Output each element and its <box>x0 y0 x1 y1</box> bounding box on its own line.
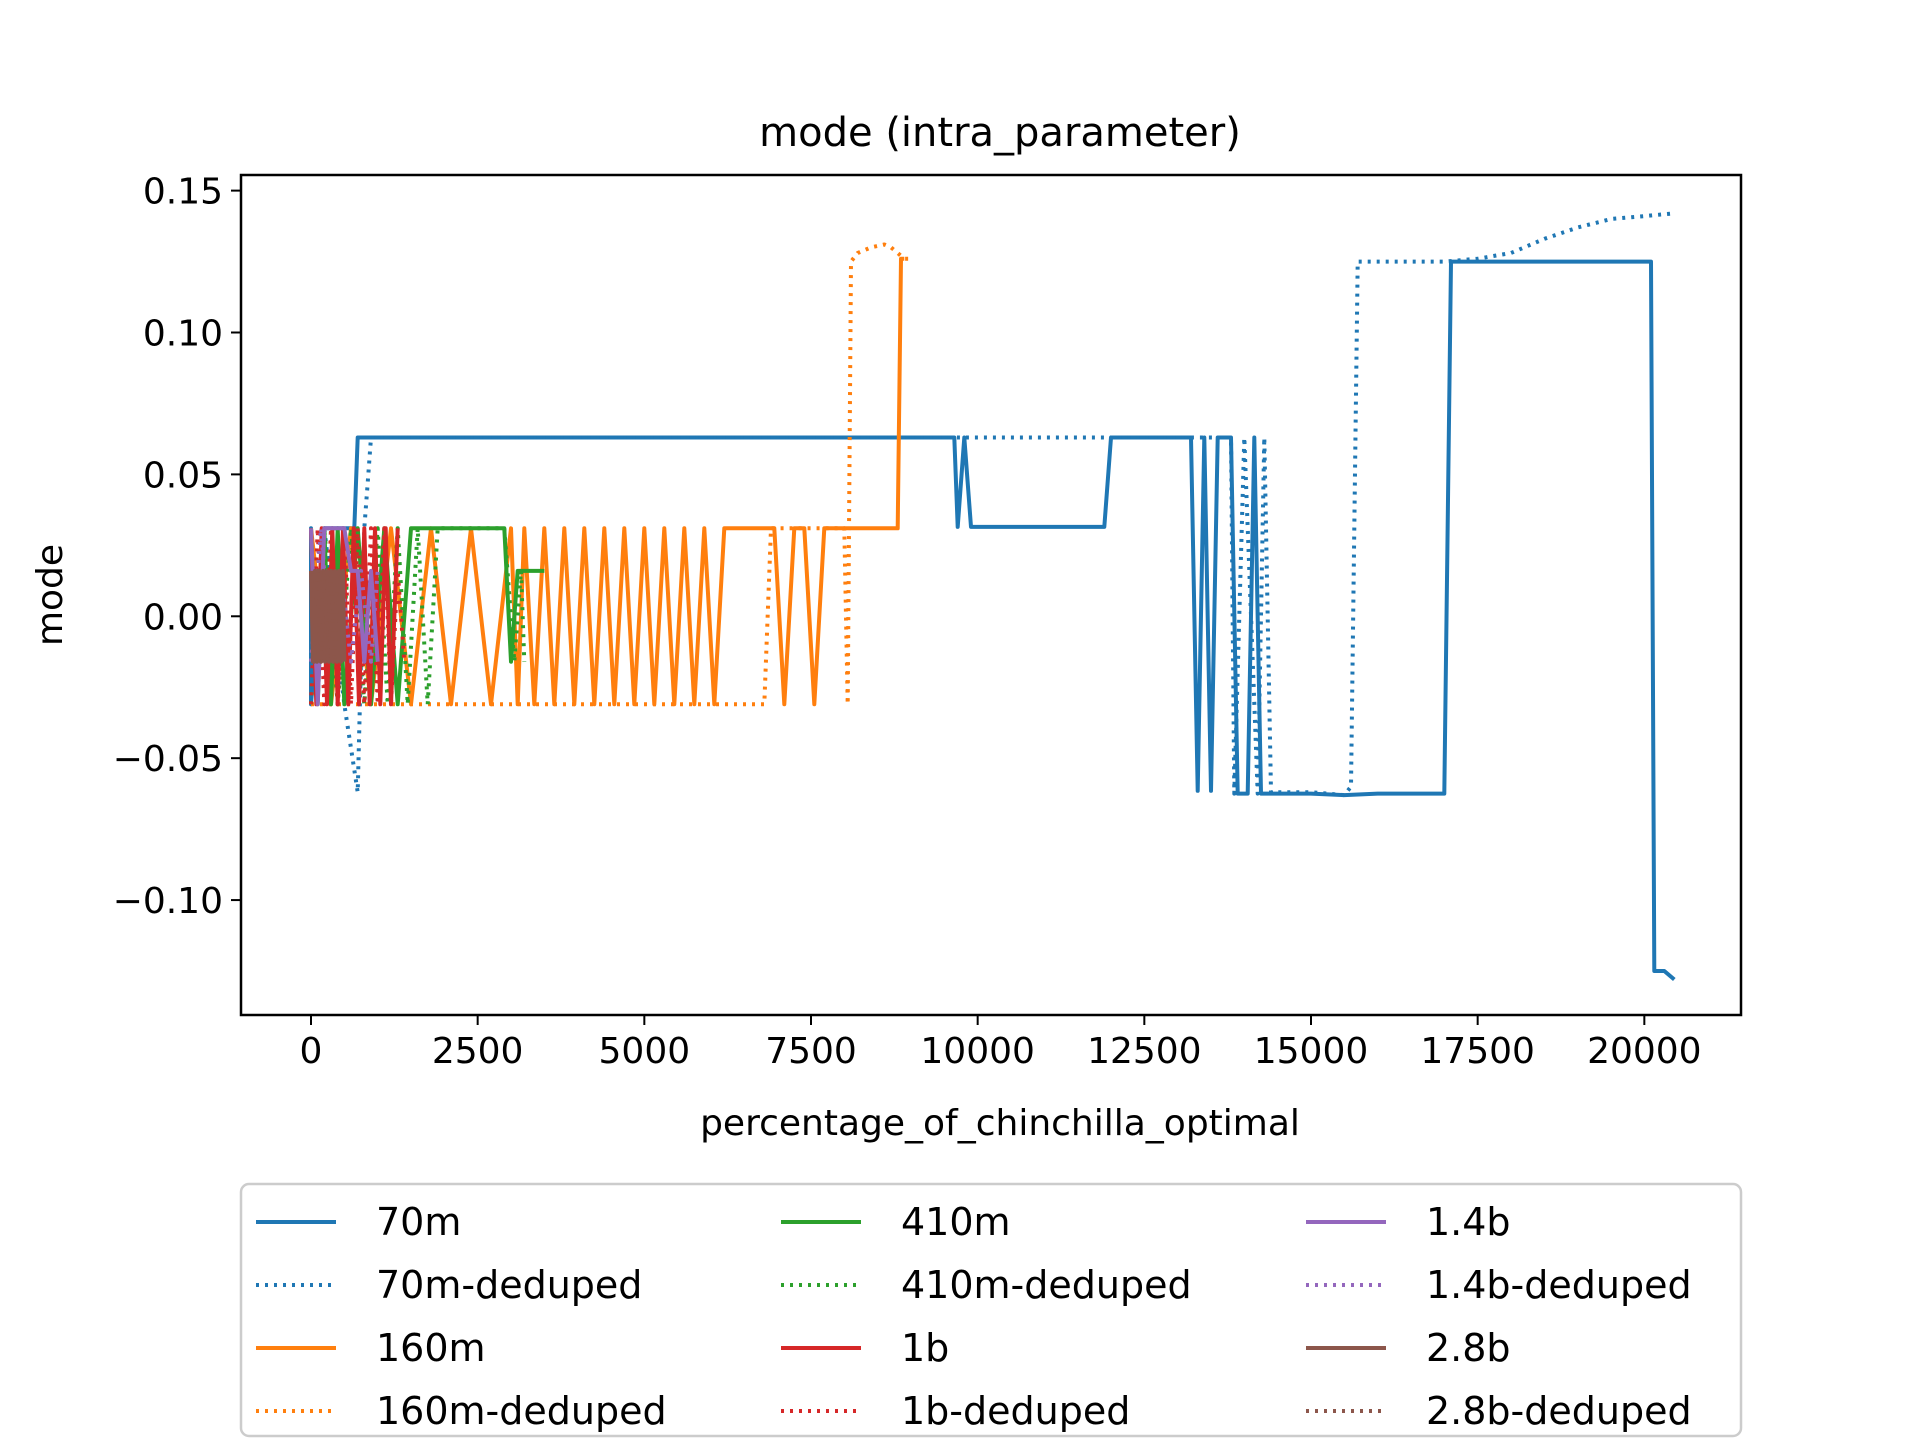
legend-label: 70m <box>376 1200 461 1244</box>
legend-item-1_4b: 1.4b <box>1306 1200 1511 1244</box>
x-tick-label: 12500 <box>1087 1031 1202 1072</box>
x-tick-label: 20000 <box>1587 1031 1702 1072</box>
series-line-70m-deduped <box>309 211 1675 798</box>
legend-label: 1b-deduped <box>901 1389 1130 1433</box>
legend-label: 70m-deduped <box>376 1263 642 1307</box>
legend-label: 410m <box>901 1200 1011 1244</box>
x-tick-label: 17500 <box>1420 1031 1535 1072</box>
series-layer <box>309 211 1676 982</box>
legend-label: 1.4b-deduped <box>1426 1263 1692 1307</box>
legend: 70m 70m-deduped 160m 160m-deduped 410m 410m-d… <box>239 1182 1743 1438</box>
legend-label: 1.4b <box>1426 1200 1511 1244</box>
x-axis: 0 2500 5000 7500 10000 12500 15000 17500 20000 <box>300 1015 1702 1072</box>
y-axis-label: mode <box>30 544 71 646</box>
y-axis: 0.15 0.10 0.05 0.00 −0.05 −0.10 <box>113 172 241 922</box>
series-line-160m-deduped <box>311 242 911 707</box>
y-tick-label: 0.15 <box>143 172 223 213</box>
chart-title: mode (intra_parameter) <box>759 110 1241 156</box>
plot-frame <box>239 173 1743 1017</box>
legend-item-2_8b: 2.8b <box>1306 1326 1511 1370</box>
x-axis-label: percentage_of_chinchilla_optimal <box>700 1103 1300 1144</box>
legend-label: 160m-deduped <box>376 1389 667 1433</box>
legend-item-70m: 70m <box>256 1200 461 1244</box>
legend-item-160m: 160m <box>256 1326 486 1370</box>
legend-item-2_8b-deduped: 2.8b-deduped <box>1306 1389 1692 1433</box>
legend-label: 1b <box>901 1326 949 1370</box>
legend-frame <box>239 1182 1743 1438</box>
legend-item-1_4b-deduped: 1.4b-deduped <box>1306 1263 1692 1307</box>
legend-item-410m-deduped: 410m-deduped <box>781 1263 1192 1307</box>
legend-item-410m: 410m <box>781 1200 1011 1244</box>
legend-item-1b: 1b <box>781 1326 949 1370</box>
x-tick-label: 15000 <box>1254 1031 1369 1072</box>
x-tick-label: 5000 <box>599 1031 691 1072</box>
x-tick-label: 2500 <box>432 1031 524 1072</box>
y-tick-label: 0.00 <box>143 597 223 638</box>
legend-item-70m-deduped: 70m-deduped <box>256 1263 642 1307</box>
y-tick-label: −0.10 <box>113 881 223 922</box>
legend-item-160m-deduped: 160m-deduped <box>256 1389 667 1433</box>
legend-label: 2.8b <box>1426 1326 1511 1370</box>
series-line-2_8b-deduped <box>309 568 340 664</box>
legend-item-1b-deduped: 1b-deduped <box>781 1389 1130 1433</box>
series-line-70m <box>309 259 1676 982</box>
legend-label: 410m-deduped <box>901 1263 1192 1307</box>
x-tick-label: 0 <box>300 1031 323 1072</box>
x-tick-label: 7500 <box>765 1031 857 1072</box>
y-tick-label: 0.05 <box>143 455 223 496</box>
legend-label: 2.8b-deduped <box>1426 1389 1692 1433</box>
legend-label: 160m <box>376 1326 486 1370</box>
y-tick-label: −0.05 <box>113 739 223 780</box>
series-line-1b-deduped <box>309 526 407 707</box>
series-line-2_8b <box>309 568 347 664</box>
x-tick-label: 10000 <box>920 1031 1035 1072</box>
y-tick-label: 0.10 <box>143 314 223 355</box>
